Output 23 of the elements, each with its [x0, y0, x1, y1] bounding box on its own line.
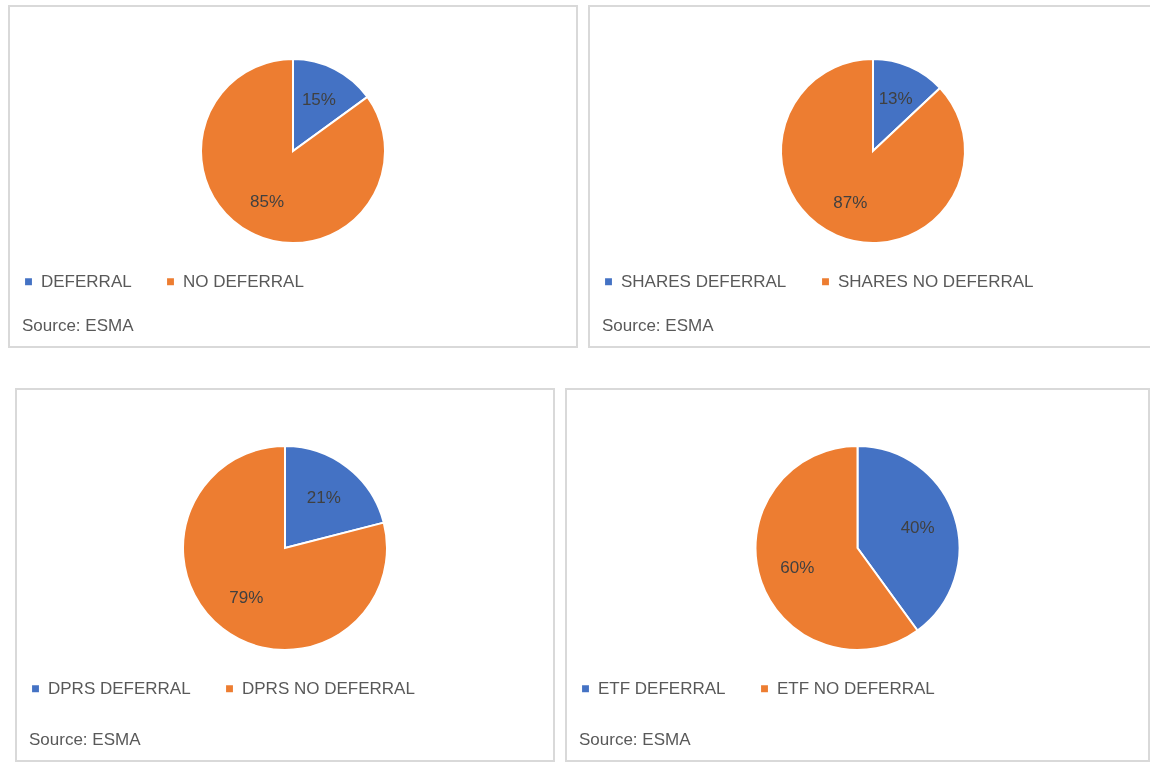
source-note: Source: ESMA — [22, 316, 134, 336]
source-note: Source: ESMA — [579, 730, 691, 750]
pie-slice — [780, 58, 966, 244]
data-label: 21% — [306, 488, 341, 508]
legend-label: DPRS DEFERRAL — [48, 678, 191, 698]
data-label: 60% — [780, 557, 815, 577]
source-note: Source: ESMA — [602, 316, 714, 336]
legend-label: ETF DEFERRAL — [598, 678, 726, 698]
legend-label: ETF NO DEFERRAL — [777, 678, 935, 698]
data-label: 15% — [301, 90, 336, 110]
data-label: 87% — [833, 193, 868, 213]
pie-slice — [200, 58, 386, 244]
legend-label: SHARES NO DEFERRAL — [838, 271, 1034, 291]
legend-label: DPRS NO DEFERRAL — [242, 678, 415, 698]
data-label: 79% — [229, 587, 264, 607]
data-label: 85% — [250, 191, 285, 211]
data-label: 40% — [900, 518, 935, 538]
legend-label: SHARES DEFERRAL — [621, 271, 787, 291]
data-label: 13% — [878, 88, 913, 108]
pie-slice — [182, 445, 388, 651]
legend-label: NO DEFERRAL — [183, 271, 304, 291]
legend-label: DEFERRAL — [41, 271, 132, 291]
source-note: Source: ESMA — [29, 730, 141, 750]
